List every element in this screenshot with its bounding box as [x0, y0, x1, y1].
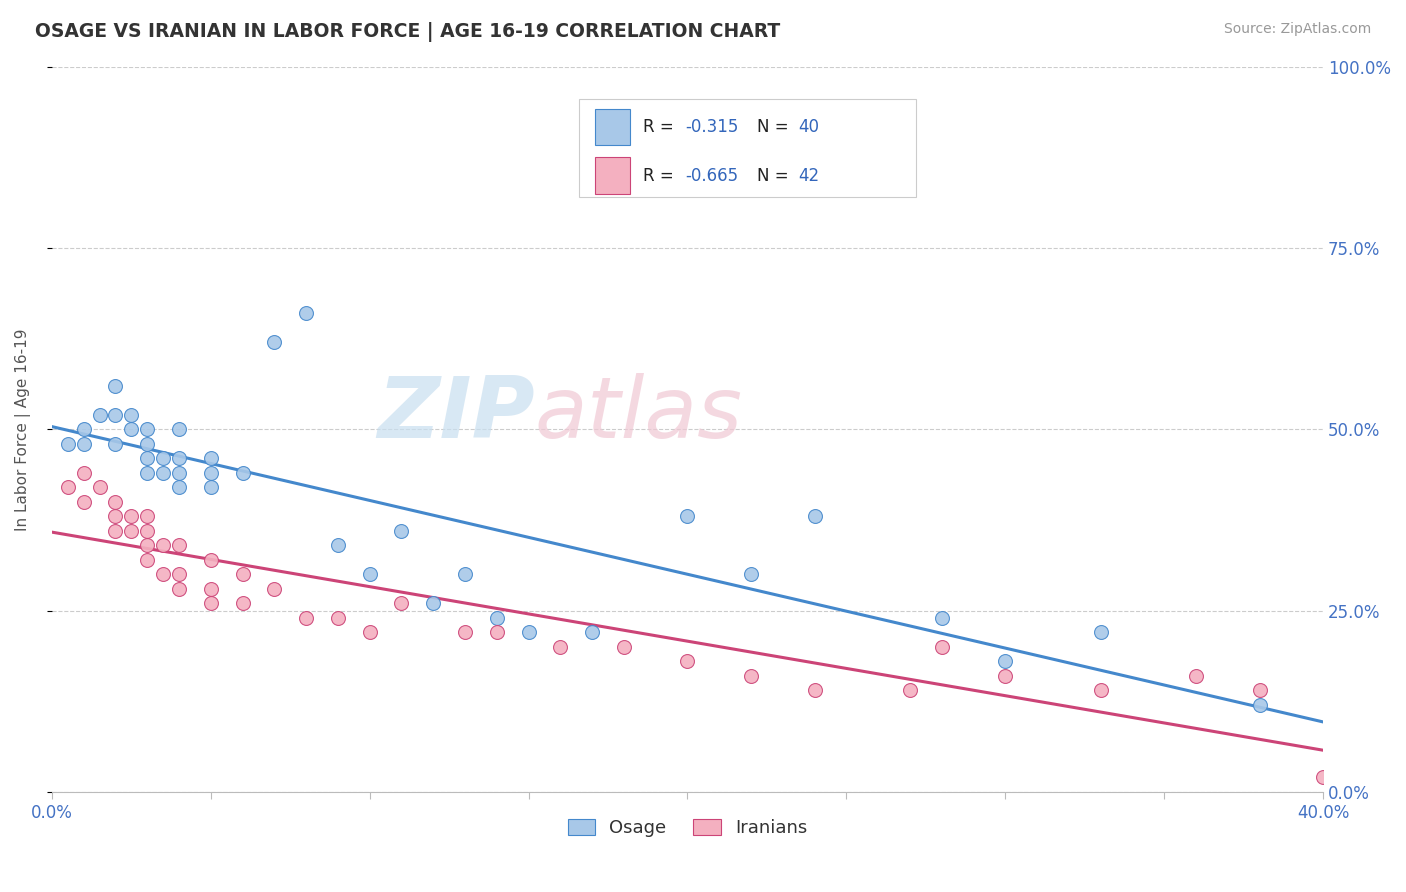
- Point: [136, 422, 159, 436]
- Text: 42: 42: [799, 167, 820, 185]
- Point: [326, 611, 349, 625]
- Point: [422, 596, 444, 610]
- Point: [359, 567, 381, 582]
- Point: [120, 524, 142, 538]
- Point: [613, 640, 636, 654]
- Point: [89, 480, 111, 494]
- Text: ZIP: ZIP: [377, 373, 534, 457]
- Point: [120, 422, 142, 436]
- Point: [120, 408, 142, 422]
- Point: [136, 524, 159, 538]
- Point: [152, 466, 174, 480]
- Point: [104, 378, 127, 392]
- Point: [72, 437, 94, 451]
- Point: [994, 654, 1017, 668]
- Point: [803, 509, 825, 524]
- FancyBboxPatch shape: [595, 109, 630, 145]
- Point: [231, 466, 253, 480]
- Point: [136, 437, 159, 451]
- Point: [931, 640, 953, 654]
- Point: [167, 567, 190, 582]
- Text: 40: 40: [799, 118, 820, 136]
- Point: [676, 509, 699, 524]
- Text: OSAGE VS IRANIAN IN LABOR FORCE | AGE 16-19 CORRELATION CHART: OSAGE VS IRANIAN IN LABOR FORCE | AGE 16…: [35, 22, 780, 42]
- Point: [136, 538, 159, 552]
- Point: [517, 625, 540, 640]
- Point: [104, 495, 127, 509]
- Point: [803, 683, 825, 698]
- Point: [200, 451, 222, 466]
- Point: [152, 567, 174, 582]
- Point: [200, 582, 222, 596]
- Point: [167, 422, 190, 436]
- Text: R =: R =: [643, 167, 679, 185]
- Point: [104, 408, 127, 422]
- Point: [104, 524, 127, 538]
- Point: [72, 495, 94, 509]
- Point: [1090, 625, 1112, 640]
- Point: [550, 640, 572, 654]
- Point: [56, 480, 79, 494]
- Point: [326, 538, 349, 552]
- Point: [391, 596, 413, 610]
- Point: [1249, 698, 1271, 712]
- Point: [200, 466, 222, 480]
- Point: [1185, 669, 1208, 683]
- Y-axis label: In Labor Force | Age 16-19: In Labor Force | Age 16-19: [15, 328, 31, 531]
- Point: [89, 408, 111, 422]
- Point: [167, 451, 190, 466]
- Point: [167, 480, 190, 494]
- Point: [72, 466, 94, 480]
- FancyBboxPatch shape: [579, 99, 917, 197]
- Point: [136, 553, 159, 567]
- Text: N =: N =: [758, 118, 794, 136]
- Text: -0.665: -0.665: [685, 167, 738, 185]
- Point: [167, 538, 190, 552]
- Point: [104, 437, 127, 451]
- Point: [120, 509, 142, 524]
- Text: Source: ZipAtlas.com: Source: ZipAtlas.com: [1223, 22, 1371, 37]
- Point: [931, 611, 953, 625]
- Point: [676, 654, 699, 668]
- Text: atlas: atlas: [534, 373, 742, 457]
- Point: [263, 335, 285, 350]
- Text: N =: N =: [758, 167, 794, 185]
- FancyBboxPatch shape: [595, 158, 630, 194]
- Point: [167, 582, 190, 596]
- Point: [152, 451, 174, 466]
- Point: [454, 567, 477, 582]
- Point: [72, 422, 94, 436]
- Point: [359, 625, 381, 640]
- Point: [1312, 771, 1334, 785]
- Point: [200, 553, 222, 567]
- Point: [231, 567, 253, 582]
- Point: [391, 524, 413, 538]
- Point: [295, 306, 318, 320]
- Point: [485, 625, 508, 640]
- Point: [581, 625, 603, 640]
- Point: [454, 625, 477, 640]
- Point: [136, 466, 159, 480]
- Legend: Osage, Iranians: Osage, Iranians: [561, 812, 814, 845]
- Point: [200, 596, 222, 610]
- Point: [136, 509, 159, 524]
- Point: [1249, 683, 1271, 698]
- Point: [200, 480, 222, 494]
- Point: [295, 611, 318, 625]
- Point: [152, 538, 174, 552]
- Point: [994, 669, 1017, 683]
- Point: [740, 567, 762, 582]
- Point: [167, 466, 190, 480]
- Text: -0.315: -0.315: [685, 118, 738, 136]
- Point: [231, 596, 253, 610]
- Point: [898, 683, 921, 698]
- Point: [1090, 683, 1112, 698]
- Point: [104, 509, 127, 524]
- Point: [485, 611, 508, 625]
- Text: R =: R =: [643, 118, 679, 136]
- Point: [136, 451, 159, 466]
- Point: [740, 669, 762, 683]
- Point: [263, 582, 285, 596]
- Point: [56, 437, 79, 451]
